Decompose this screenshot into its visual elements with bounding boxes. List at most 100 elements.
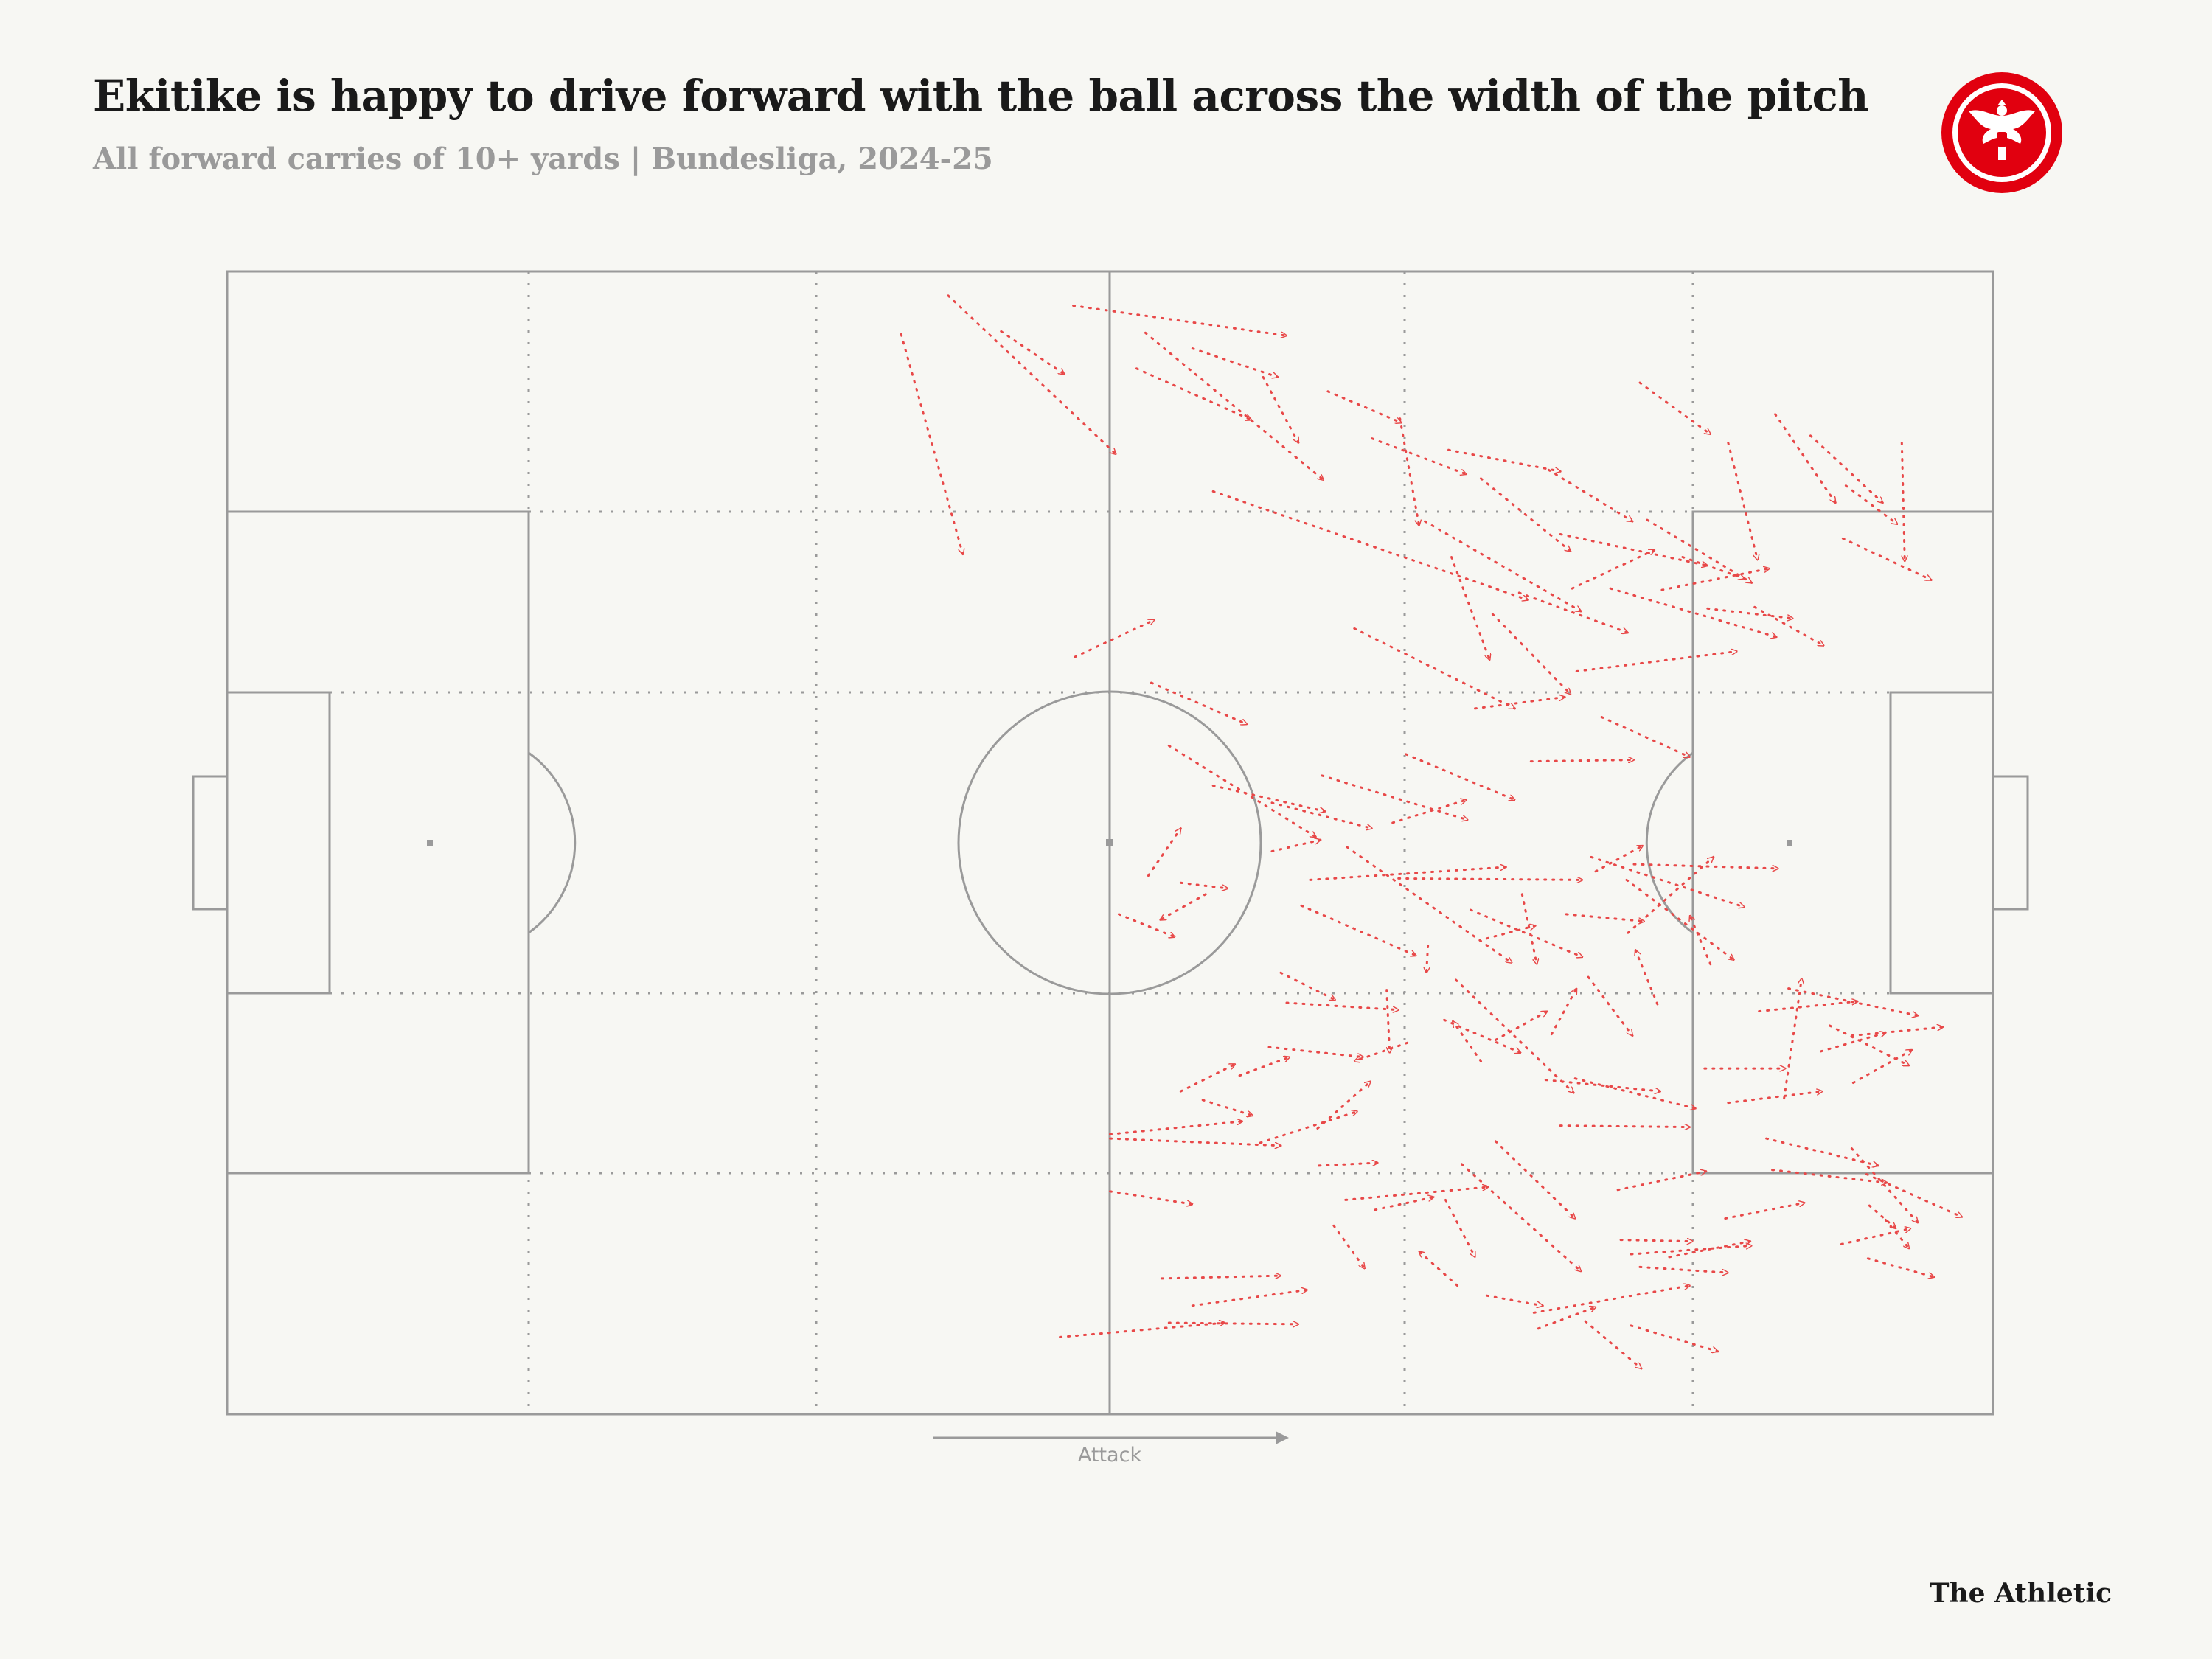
carry-arrow-60 — [1160, 1276, 1282, 1280]
carry-arrow-107 — [1565, 913, 1646, 922]
chart-subtitle: All forward carries of 10+ yards | Bunde… — [93, 142, 993, 176]
carry-arrow-24 — [1646, 518, 1752, 584]
carry-arrow-65 — [1316, 1082, 1371, 1130]
carry-arrow-19 — [1900, 442, 1905, 563]
carry-arrow-61 — [1191, 1290, 1307, 1307]
carry-arrow-37 — [1167, 744, 1316, 838]
carry-arrow-66 — [1318, 1163, 1380, 1167]
carry-arrow-123 — [1211, 785, 1325, 812]
carry-arrow-12 — [1480, 477, 1571, 552]
eintracht-frankfurt-crest-icon — [1941, 72, 2062, 193]
carry-arrow-58 — [1109, 1137, 1282, 1146]
carry-arrow-100 — [1332, 1224, 1366, 1268]
carry-arrow-29 — [1571, 549, 1655, 590]
carry-arrow-48 — [1590, 855, 1745, 907]
left-penalty-spot — [427, 840, 433, 846]
carry-arrow-73 — [1616, 1172, 1706, 1192]
carry-arrow-14 — [1638, 381, 1711, 436]
brand-logo-text: The Athletic — [1929, 1578, 2112, 1609]
carry-arrow-122 — [1270, 840, 1321, 853]
chart-title: Ekitike is happy to drive forward with t… — [93, 71, 1868, 121]
carry-arrow-76 — [1668, 1242, 1750, 1259]
carry-arrow-114 — [1452, 1021, 1482, 1062]
carry-arrow-23 — [1681, 556, 1745, 579]
carry-arrow-112 — [1587, 975, 1632, 1036]
carry-arrow-55 — [1179, 1062, 1235, 1093]
carry-arrow-46 — [1575, 651, 1739, 672]
carry-arrow-129 — [1594, 844, 1643, 873]
carry-arrow-121 — [1309, 867, 1507, 881]
carry-arrow-40 — [1405, 753, 1515, 800]
carry-arrow-20 — [1841, 537, 1931, 581]
carry-arrow-21 — [1753, 605, 1824, 647]
carry-arrow-52 — [1285, 1001, 1400, 1010]
carry-arrow-27 — [1450, 556, 1490, 661]
right-six-yard-box — [1889, 691, 1994, 995]
carry-arrow-33 — [1353, 627, 1515, 710]
carry-arrow-2 — [1000, 330, 1065, 375]
carry-arrow-118 — [1443, 1018, 1521, 1053]
carry-arrow-68 — [1461, 1163, 1582, 1271]
carry-arrow-62 — [1167, 1323, 1300, 1324]
carry-arrow-90 — [1865, 1173, 1962, 1217]
carry-arrow-127 — [1160, 893, 1207, 922]
left-goal — [192, 775, 229, 911]
carry-arrow-53 — [1267, 1046, 1365, 1057]
carry-arrow-88 — [1783, 978, 1802, 1100]
carry-arrow-93 — [1866, 1257, 1934, 1277]
carry-arrow-115 — [1494, 1010, 1547, 1041]
carry-arrow-13 — [1547, 468, 1632, 523]
carry-arrow-105 — [1470, 908, 1583, 957]
carry-arrow-0 — [947, 294, 1116, 454]
carry-arrow-57 — [1109, 1121, 1244, 1135]
left-penalty-arc — [528, 751, 577, 934]
carry-arrow-83 — [1787, 987, 1919, 1016]
carry-arrow-80 — [1727, 1091, 1823, 1105]
carry-arrow-25 — [1559, 533, 1708, 566]
carry-arrow-116 — [1385, 989, 1390, 1054]
carry-arrow-54 — [1238, 1057, 1290, 1077]
carry-arrow-111 — [1635, 950, 1659, 1006]
carry-arrow-44 — [1474, 697, 1566, 710]
carry-arrow-124 — [1179, 881, 1229, 888]
carry-arrow-110 — [1690, 916, 1712, 966]
carry-arrow-43 — [1397, 878, 1584, 880]
carry-arrow-34 — [1211, 490, 1528, 599]
carry-arrow-86 — [1850, 1027, 1944, 1037]
carry-arrow-1 — [900, 333, 963, 554]
right-penalty-spot — [1787, 840, 1792, 846]
carry-arrow-91 — [1884, 1219, 1909, 1249]
carry-arrow-79 — [1765, 1137, 1879, 1166]
carry-arrow-71 — [1573, 1077, 1696, 1109]
carry-arrow-70 — [1544, 1079, 1662, 1092]
carry-arrow-47 — [1529, 760, 1635, 762]
left-six-yard-box — [226, 691, 331, 995]
carry-arrow-108 — [1627, 857, 1714, 934]
carry-arrow-101 — [1444, 1198, 1476, 1257]
carry-arrow-45 — [1600, 716, 1690, 759]
carry-arrow-3 — [1072, 305, 1287, 336]
carry-arrow-51 — [1455, 978, 1574, 1093]
carry-arrow-59 — [1109, 1190, 1193, 1204]
carry-arrow-22 — [1706, 607, 1795, 619]
carry-arrow-9 — [1399, 417, 1419, 526]
right-goal — [1992, 775, 2029, 911]
carry-arrow-39 — [1270, 801, 1372, 829]
right-penalty-box — [1691, 510, 1994, 1175]
carry-arrow-104 — [1630, 1324, 1718, 1352]
attack-direction-label: Attack — [1077, 1444, 1142, 1467]
carry-arrow-84 — [1829, 1024, 1910, 1067]
carry-arrow-5 — [1191, 347, 1278, 378]
carry-arrow-11 — [1447, 448, 1561, 471]
carry-arrow-8 — [1326, 390, 1402, 423]
carry-arrow-103 — [1584, 1320, 1641, 1368]
carry-arrow-96 — [1532, 1286, 1690, 1314]
carry-arrow-72 — [1559, 1126, 1691, 1127]
carry-arrow-77 — [1724, 1203, 1805, 1220]
carry-arrow-82 — [1758, 1001, 1859, 1013]
carry-arrow-85 — [1820, 1033, 1886, 1053]
carry-arrow-94 — [1868, 1204, 1896, 1228]
carry-arrow-18 — [1844, 484, 1897, 524]
carry-arrow-50 — [1485, 925, 1535, 940]
